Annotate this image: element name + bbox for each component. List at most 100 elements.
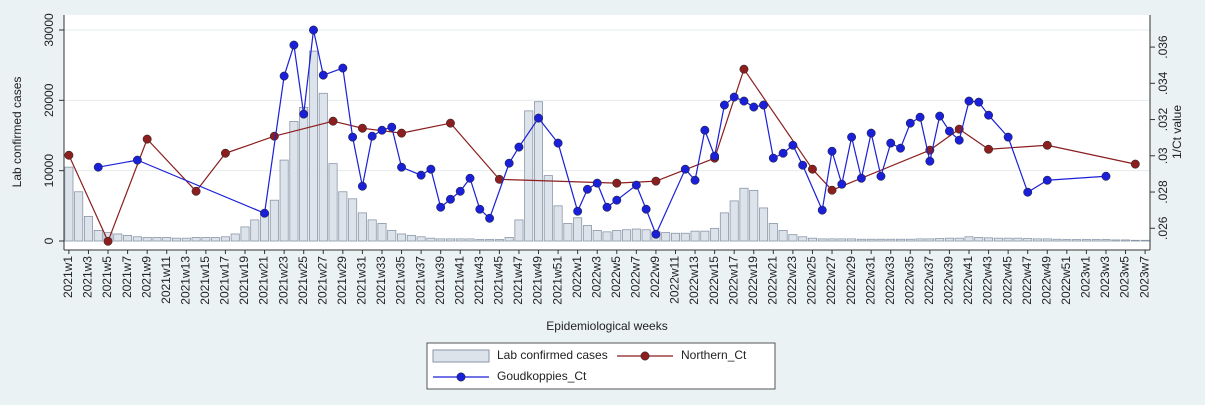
point (504, 158, 514, 168)
line-segment (821, 151, 833, 211)
bar (240, 226, 250, 242)
x-tick-label: 2022w15 (707, 256, 721, 305)
line-segment (450, 122, 500, 180)
line-segment (655, 168, 686, 235)
point (827, 146, 837, 156)
point (269, 131, 279, 141)
bar (670, 232, 680, 242)
point (455, 186, 465, 196)
bar (964, 236, 974, 242)
line-segment (146, 138, 197, 192)
y-tick-label: 0 (42, 237, 56, 244)
point (739, 96, 749, 106)
line-segment (988, 144, 1048, 150)
bar (993, 237, 1003, 242)
bar (984, 237, 994, 242)
bar (582, 225, 592, 242)
x-tick-label: 2021w31 (355, 256, 369, 305)
line-segment (880, 142, 892, 177)
point (1101, 171, 1111, 181)
x-tick-label: 2021w27 (315, 256, 329, 305)
line-segment (714, 104, 725, 157)
x-tick-label: 2021w39 (433, 256, 447, 305)
line-segment (645, 209, 657, 235)
point (318, 70, 328, 80)
point (534, 113, 543, 123)
x-tick-label: 2022w43 (981, 256, 995, 305)
x-tick-label: 2021w45 (492, 256, 506, 305)
bar (778, 230, 788, 242)
bar (573, 217, 583, 242)
point (964, 96, 974, 106)
bar (896, 238, 906, 242)
x-tick-label: 2021w17 (218, 256, 232, 305)
line-segment (195, 152, 226, 192)
x-tick-label: 2021w7 (120, 256, 134, 298)
x-tick-label: 2022w51 (1059, 256, 1073, 305)
point (1003, 132, 1013, 142)
bar (602, 231, 612, 242)
point (817, 205, 827, 215)
y-tick-label: 20000 (42, 83, 56, 117)
x-tick-label: 2022w9 (648, 256, 662, 298)
bar (308, 50, 318, 242)
bar (915, 238, 925, 242)
point (690, 175, 700, 185)
bar (543, 175, 553, 242)
point (387, 122, 397, 132)
bar (64, 166, 74, 242)
point (641, 204, 651, 214)
x-tick-label: 2022w39 (942, 256, 956, 305)
point (553, 138, 563, 148)
point (788, 140, 798, 150)
bar (113, 233, 123, 242)
point (279, 71, 289, 81)
x-tick-label: 2022w25 (805, 256, 819, 305)
bar (641, 229, 651, 242)
bar (954, 237, 964, 242)
y2-tick-label: .034 (1156, 71, 1170, 95)
line-segment (851, 136, 862, 179)
point (974, 97, 984, 107)
bar (759, 207, 769, 242)
x-tick-label: 2021w9 (139, 256, 153, 298)
point (651, 176, 661, 186)
bar (1072, 239, 1082, 242)
bar (524, 110, 534, 242)
bar (514, 219, 524, 242)
bar (837, 238, 847, 242)
bar (1111, 239, 1121, 242)
bar (866, 238, 876, 242)
line-segment (1047, 144, 1136, 165)
bar (661, 232, 671, 242)
bar (563, 223, 573, 242)
bar (856, 238, 866, 242)
point (680, 164, 690, 174)
point (944, 126, 954, 136)
line-segment (831, 149, 931, 191)
bar (1003, 237, 1013, 242)
point (582, 184, 592, 194)
point (602, 202, 612, 212)
point (847, 132, 857, 142)
bar (181, 237, 191, 242)
bar (847, 238, 857, 242)
x-tick-label: 2021w33 (374, 256, 388, 305)
bar (905, 238, 915, 242)
bar (211, 237, 221, 242)
bar (739, 187, 749, 242)
point (397, 162, 406, 172)
line-segment (283, 44, 295, 77)
bar (485, 239, 495, 242)
bar (925, 238, 935, 242)
point (935, 111, 945, 121)
line-segment (714, 68, 745, 159)
bar (612, 230, 622, 242)
point (309, 25, 318, 35)
bar (74, 191, 84, 242)
bar (455, 238, 465, 242)
x-tick-label: 2021w49 (531, 256, 545, 305)
line-segment (988, 114, 1009, 138)
bar (318, 92, 328, 242)
x-tick-label: 2022w29 (844, 256, 858, 305)
